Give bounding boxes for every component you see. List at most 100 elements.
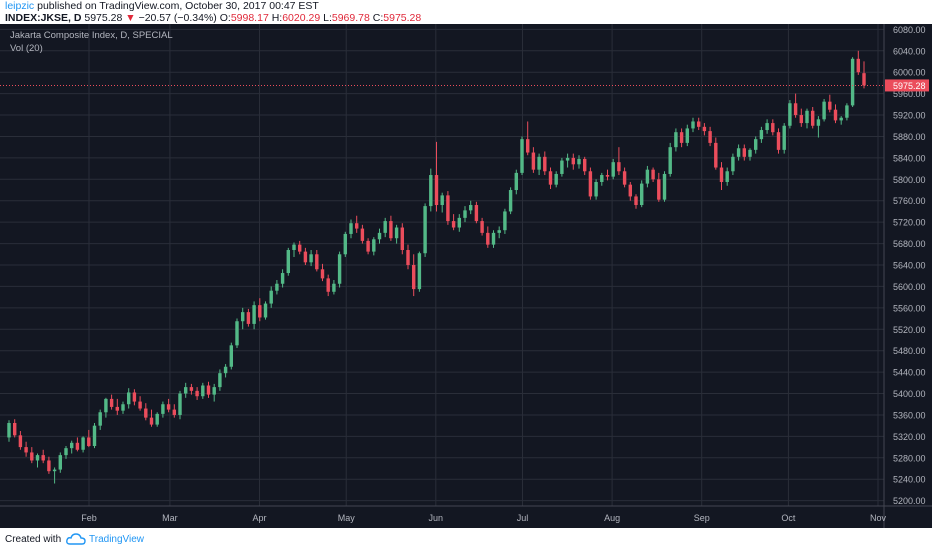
down-arrow-icon: ▼ <box>125 12 136 24</box>
candle-body <box>155 413 159 425</box>
price-tick-label: 5280.00 <box>893 453 926 463</box>
candle-body <box>417 253 422 290</box>
candle-body <box>30 452 34 461</box>
candle-body <box>166 404 171 410</box>
candle-body <box>275 283 279 291</box>
open-label: O: <box>219 12 231 24</box>
candle-body <box>862 73 866 86</box>
candle-body <box>218 373 222 388</box>
symbol-label: INDEX:JKSE, D <box>5 12 82 24</box>
candle-body <box>594 181 598 197</box>
candle-body <box>622 171 627 185</box>
candle-body <box>685 128 690 143</box>
price-axis[interactable]: 5200.00 5240.00 5280.00 5320.00 5360.00 5400.… <box>893 25 926 506</box>
candle-body <box>41 455 45 461</box>
candle-body <box>201 385 205 397</box>
candle-body <box>560 160 564 174</box>
candle-body <box>126 392 131 405</box>
last-price: 5975.28 <box>84 12 123 24</box>
candle-body <box>662 173 667 200</box>
candle-body <box>765 123 769 131</box>
candle-body <box>520 139 524 173</box>
price-tick-label: 6040.00 <box>893 46 926 56</box>
candle-body <box>337 254 342 284</box>
high-label: H: <box>271 12 283 24</box>
candlestick-chart[interactable]: 5200.00 5240.00 5280.00 5320.00 5360.00 5400.… <box>0 24 932 528</box>
chart-area[interactable]: 5200.00 5240.00 5280.00 5320.00 5360.00 5400.… <box>0 24 932 528</box>
candle-body <box>303 251 308 263</box>
candle-body <box>183 387 188 394</box>
candle-body <box>446 195 450 222</box>
candle-body <box>480 221 484 233</box>
time-tick-label: Feb <box>81 513 97 523</box>
price-tick-label: 5520.00 <box>893 325 926 335</box>
candle-body <box>651 169 655 180</box>
candle-body <box>674 132 678 148</box>
candle-body <box>394 227 399 239</box>
candle-body <box>543 156 547 172</box>
candle-body <box>645 169 650 184</box>
candle-body <box>497 230 501 233</box>
candle-body <box>759 130 764 140</box>
candle-body <box>75 442 80 450</box>
candle-body <box>508 190 513 212</box>
candle-body <box>377 232 382 240</box>
price-tick-label: 5360.00 <box>893 410 926 420</box>
author-link[interactable]: leipzic <box>5 0 35 12</box>
candle-body <box>468 205 473 211</box>
candle-body <box>736 148 741 157</box>
candle-body <box>565 157 570 161</box>
candle-body <box>525 139 530 153</box>
candle-body <box>161 404 165 414</box>
candle-body <box>349 223 353 234</box>
candle-body <box>810 110 815 126</box>
candle-body <box>725 171 729 182</box>
candle-body <box>503 211 507 231</box>
candle-body <box>474 205 479 222</box>
open-value: 5998.17 <box>230 12 269 24</box>
time-axis[interactable]: Feb Mar Apr May Jun Jul Aug Sep Oct Nov <box>81 513 886 523</box>
candle-body <box>309 254 313 263</box>
candle-body <box>92 425 97 447</box>
candle-body <box>805 110 809 124</box>
candle-body <box>258 305 262 318</box>
candle-body <box>719 167 724 182</box>
candle-body <box>822 101 826 120</box>
candle-body <box>109 398 114 407</box>
candle-body <box>776 132 781 150</box>
price-tick-label: 5320.00 <box>893 432 926 442</box>
candle-body <box>280 273 285 284</box>
candle-body <box>839 117 843 121</box>
price-tick-label: 5400.00 <box>893 389 926 399</box>
price-change: −20.57 (−0.34%) <box>138 12 217 24</box>
price-tick-label: 5560.00 <box>893 303 926 313</box>
volume-legend: Vol (20) <box>10 43 43 54</box>
candle-body <box>69 442 74 449</box>
price-tick-label: 6000.00 <box>893 68 926 78</box>
tradingview-brand[interactable]: TradingView <box>89 534 145 545</box>
price-tick-label: 5840.00 <box>893 153 926 163</box>
candle-body <box>235 321 239 346</box>
candle-body <box>793 103 798 116</box>
candle-body <box>850 58 855 106</box>
candle-body <box>149 417 154 425</box>
candle-body <box>58 455 63 470</box>
close-label: C: <box>372 12 384 24</box>
candle-body <box>617 162 621 172</box>
cloud-logo-icon <box>66 533 86 545</box>
price-tick-label: 5920.00 <box>893 111 926 121</box>
price-tick-label: 5960.00 <box>893 89 926 99</box>
price-tick-label: 5600.00 <box>893 282 926 292</box>
high-value: 6020.29 <box>282 12 321 24</box>
candle-body <box>18 435 23 448</box>
candle-body <box>577 158 581 165</box>
candle-body <box>771 123 775 133</box>
candle-body <box>708 131 712 143</box>
candle-body <box>548 171 553 185</box>
candle-body <box>64 448 68 456</box>
candle-body <box>491 232 496 245</box>
candle-body <box>554 173 558 185</box>
candle-body <box>845 105 849 118</box>
candle-body <box>451 221 456 228</box>
candle-body <box>600 175 604 182</box>
